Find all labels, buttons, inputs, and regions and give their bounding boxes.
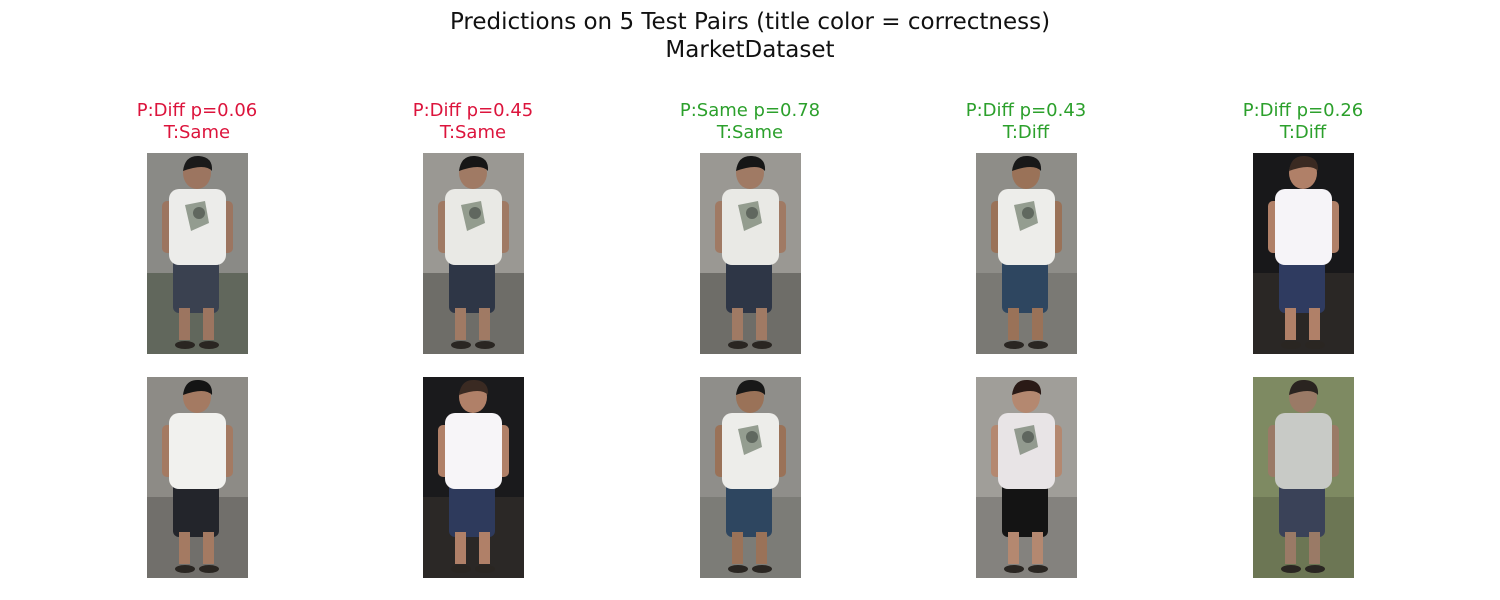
pair-column-1: P:Diff p=0.06 T:Same [97, 100, 297, 578]
gallery-image [1253, 377, 1354, 578]
gallery-image [700, 377, 801, 578]
prediction-label: P:Diff p=0.26 [1242, 100, 1364, 121]
prediction-label: P:Diff p=0.06 [136, 100, 258, 121]
prediction-label: P:Same p=0.78 [679, 100, 821, 121]
person-photo-bottom [423, 377, 524, 578]
truth-label: T:Same [716, 122, 784, 143]
figure-title-line2: MarketDataset [665, 37, 835, 63]
query-image [700, 153, 801, 354]
gallery-image [976, 377, 1077, 578]
person-photo-top [147, 153, 248, 354]
prediction-label: P:Diff p=0.45 [412, 100, 534, 121]
person-photo-bottom [700, 377, 801, 578]
gallery-image [423, 377, 524, 578]
pair-column-5: P:Diff p=0.26 T:Diff [1203, 100, 1403, 578]
person-photo-top [1253, 153, 1354, 354]
pair-column-4: P:Diff p=0.43 T:Diff [926, 100, 1126, 578]
prediction-label: P:Diff p=0.43 [965, 100, 1087, 121]
truth-label: T:Diff [1279, 122, 1327, 143]
pair-title: P:Diff p=0.06 T:Same [97, 100, 297, 146]
gallery-image [147, 377, 248, 578]
truth-label: T:Same [439, 122, 507, 143]
person-photo-top [423, 153, 524, 354]
query-image [1253, 153, 1354, 354]
truth-label: T:Diff [1002, 122, 1050, 143]
pair-title: P:Diff p=0.26 T:Diff [1203, 100, 1403, 146]
person-photo-bottom [976, 377, 1077, 578]
figure-title: Predictions on 5 Test Pairs (title color… [0, 8, 1500, 64]
pair-column-3: P:Same p=0.78 T:Same [650, 100, 850, 578]
pair-title: P:Diff p=0.43 T:Diff [926, 100, 1126, 146]
figure-title-line1: Predictions on 5 Test Pairs (title color… [449, 9, 1051, 35]
query-image [423, 153, 524, 354]
query-image [976, 153, 1077, 354]
pair-title: P:Same p=0.78 T:Same [650, 100, 850, 146]
pair-title: P:Diff p=0.45 T:Same [373, 100, 573, 146]
person-photo-bottom [1253, 377, 1354, 578]
truth-label: T:Same [163, 122, 231, 143]
person-photo-top [700, 153, 801, 354]
person-photo-top [976, 153, 1077, 354]
query-image [147, 153, 248, 354]
pair-column-2: P:Diff p=0.45 T:Same [373, 100, 573, 578]
person-photo-bottom [147, 377, 248, 578]
